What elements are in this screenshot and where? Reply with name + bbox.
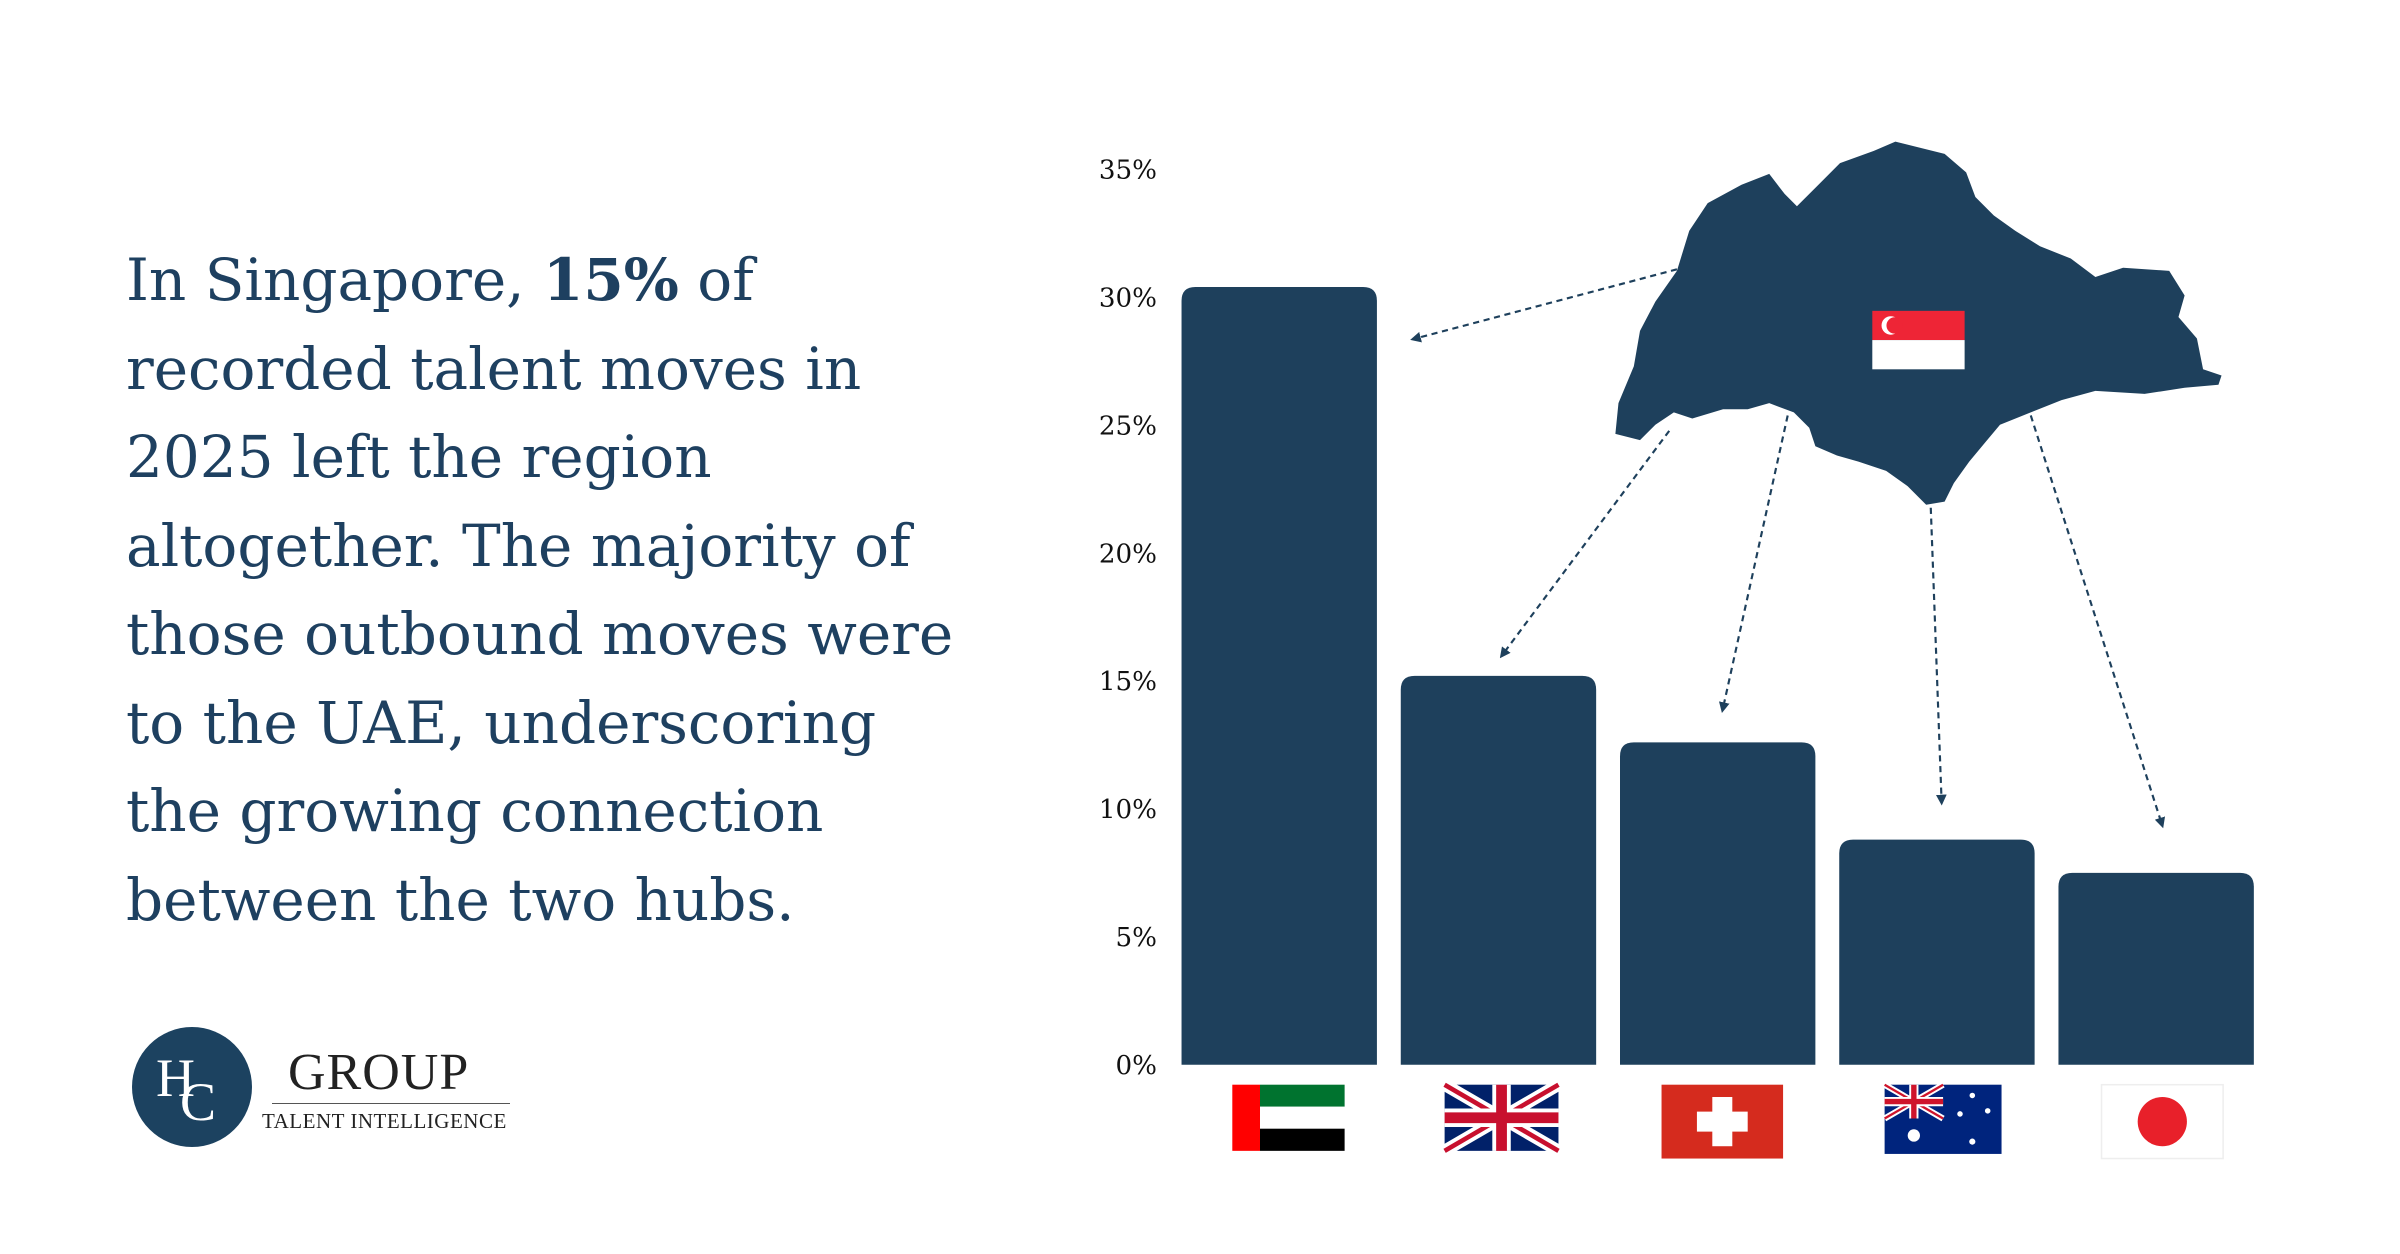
- arrow-to-uae: [1410, 268, 1678, 343]
- switzerland-flag-icon: [1661, 1084, 1784, 1159]
- logo-h: H: [156, 1048, 195, 1108]
- logo-name: GROUP: [288, 1044, 470, 1101]
- text-part: In Singapore,: [126, 246, 544, 314]
- bar-switzerland: [1620, 742, 1816, 1065]
- bar-japan: [2058, 872, 2254, 1065]
- australia-flag-icon: [1883, 1082, 2002, 1154]
- migration-arrows: [1410, 268, 2166, 829]
- arrow-to-japan: [2029, 415, 2166, 829]
- singapore-map: [1615, 141, 2222, 505]
- y-axis: 0% 5% 10% 15% 20% 25% 30% 35%: [1099, 156, 1157, 1081]
- japan-flag-icon: [2100, 1083, 2224, 1160]
- text-part: of recorded talent moves in 2025 left th…: [126, 246, 954, 934]
- logo-divider: [272, 1103, 510, 1104]
- logo-tagline: TALENT INTELLIGENCE: [262, 1109, 507, 1133]
- y-tick-label: 35%: [1099, 156, 1157, 186]
- uk-flag-icon: [1441, 1079, 1562, 1157]
- highlight-percentage: 15%: [543, 246, 679, 314]
- bar-uae: [1181, 286, 1377, 1065]
- uae-flag-icon: [1232, 1084, 1345, 1151]
- y-tick-label: 0%: [1115, 1051, 1156, 1081]
- y-tick-label: 20%: [1099, 539, 1157, 569]
- arrow-to-australia: [1929, 507, 1947, 806]
- logo-mark: H C: [132, 1027, 252, 1147]
- y-tick-label: 30%: [1099, 283, 1157, 313]
- arrow-to-switzerland: [1718, 415, 1789, 714]
- bar-united-kingdom: [1400, 675, 1597, 1065]
- logo-c: C: [180, 1072, 217, 1132]
- bars: [1181, 286, 2254, 1065]
- y-tick-label: 25%: [1099, 411, 1157, 441]
- y-tick-label: 10%: [1099, 795, 1157, 825]
- hc-group-logo: H C GROUP TALENT INTELLIGENCE: [130, 1025, 510, 1150]
- singapore-flag-icon: [1872, 310, 1965, 370]
- y-tick-label: 5%: [1115, 923, 1156, 953]
- bar-australia: [1839, 839, 2035, 1065]
- body-text: In Singapore, 15% of recorded talent mov…: [126, 236, 986, 944]
- y-tick-label: 15%: [1099, 667, 1157, 697]
- arrow-to-uk: [1499, 430, 1671, 659]
